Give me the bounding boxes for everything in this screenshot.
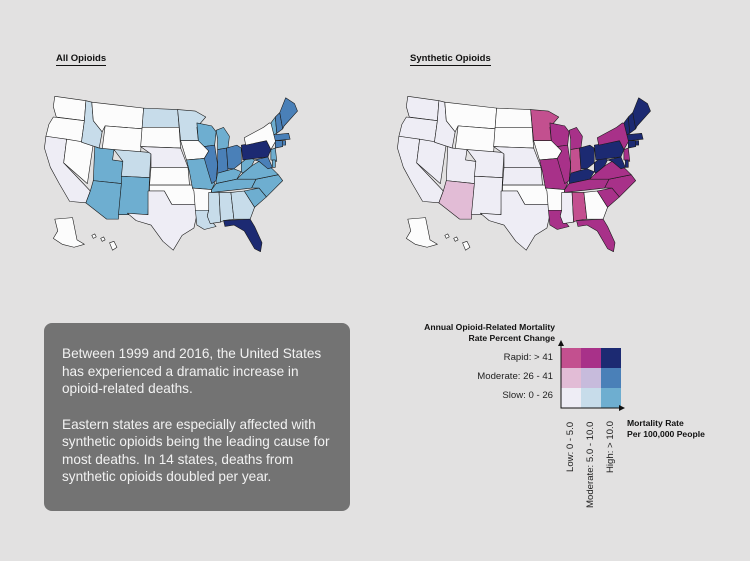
state-ak: [53, 218, 84, 248]
legend-y-title: Annual Opioid-Related Mortality Rate Per…: [325, 322, 555, 344]
description-paragraph-2: Eastern states are especially affected w…: [62, 416, 334, 486]
legend-x-title: Mortality Rate Per 100,000 People: [627, 418, 705, 440]
state-ri: [283, 141, 286, 145]
map-title-synthetic-opioids: Synthetic Opioids: [410, 53, 491, 66]
legend-y-title-line1: Annual Opioid-Related Mortality: [325, 322, 555, 333]
state-de: [625, 160, 628, 167]
state-oh: [579, 145, 594, 169]
legend-cell-moderate-2: [601, 368, 621, 388]
legend-x-label-high: High: > 10.0: [605, 421, 616, 473]
state-nj: [624, 148, 630, 161]
legend-x-label-low: Low: 0 - 5.0: [565, 422, 576, 472]
map-all-opioids: [40, 80, 310, 280]
state-me: [280, 98, 298, 129]
state-az: [439, 181, 475, 219]
state-mi: [216, 127, 229, 149]
legend-y-label-rapid: Rapid: > 41: [403, 352, 553, 363]
state-wy: [455, 126, 495, 153]
state-de: [272, 160, 275, 167]
state-ms: [207, 192, 220, 223]
legend-cell-slow-1: [581, 388, 601, 408]
state-sd: [141, 127, 181, 148]
state-nd: [495, 108, 532, 127]
state-ct: [628, 141, 635, 148]
state-hi: [445, 234, 470, 250]
arrow-right-icon: [619, 405, 625, 411]
legend-grid: [555, 340, 625, 412]
legend-x-label-moderate: Moderate: 5.0 - 10.0: [585, 422, 596, 508]
state-ks: [503, 167, 543, 185]
legend-y-label-moderate: Moderate: 26 - 41: [403, 371, 553, 382]
state-ks: [150, 167, 190, 185]
map-synthetic-opioids: [393, 80, 663, 280]
state-ms: [560, 192, 573, 223]
description-box: Between 1999 and 2016, the United States…: [44, 323, 350, 511]
state-wa: [406, 96, 439, 120]
state-fl: [577, 219, 615, 252]
legend-y-label-slow: Slow: 0 - 26: [403, 390, 553, 401]
legend-cell-rapid-1: [581, 348, 601, 368]
state-nm: [471, 176, 502, 214]
legend-x-title-line1: Mortality Rate: [627, 418, 705, 429]
state-fl: [224, 219, 262, 252]
legend-x-title-line2: Per 100,000 People: [627, 429, 705, 440]
legend-cell-moderate-0: [561, 368, 581, 388]
legend-cell-rapid-2: [601, 348, 621, 368]
legend-cell-rapid-0: [561, 348, 581, 368]
state-ri: [636, 141, 639, 145]
state-sd: [494, 127, 534, 148]
legend-cell-moderate-1: [581, 368, 601, 388]
state-az: [86, 181, 122, 219]
state-ma: [274, 133, 290, 140]
state-oh: [226, 145, 241, 169]
description-paragraph-1: Between 1999 and 2016, the United States…: [62, 345, 334, 398]
state-ct: [275, 141, 282, 148]
state-nm: [118, 176, 149, 214]
state-ak: [406, 218, 437, 248]
state-in: [218, 148, 228, 173]
state-nd: [142, 108, 179, 127]
state-in: [571, 148, 581, 173]
legend-cell-slow-0: [561, 388, 581, 408]
state-mi: [569, 127, 582, 149]
state-me: [633, 98, 651, 129]
state-wy: [102, 126, 142, 153]
state-nj: [271, 148, 277, 161]
map-title-all-opioids: All Opioids: [56, 53, 106, 66]
legend-cell-slow-2: [601, 388, 621, 408]
state-wa: [53, 96, 86, 120]
arrow-up-icon: [558, 340, 564, 346]
legend-y-title-line2: Rate Percent Change: [325, 333, 555, 344]
state-hi: [92, 234, 117, 250]
state-ma: [627, 133, 643, 140]
